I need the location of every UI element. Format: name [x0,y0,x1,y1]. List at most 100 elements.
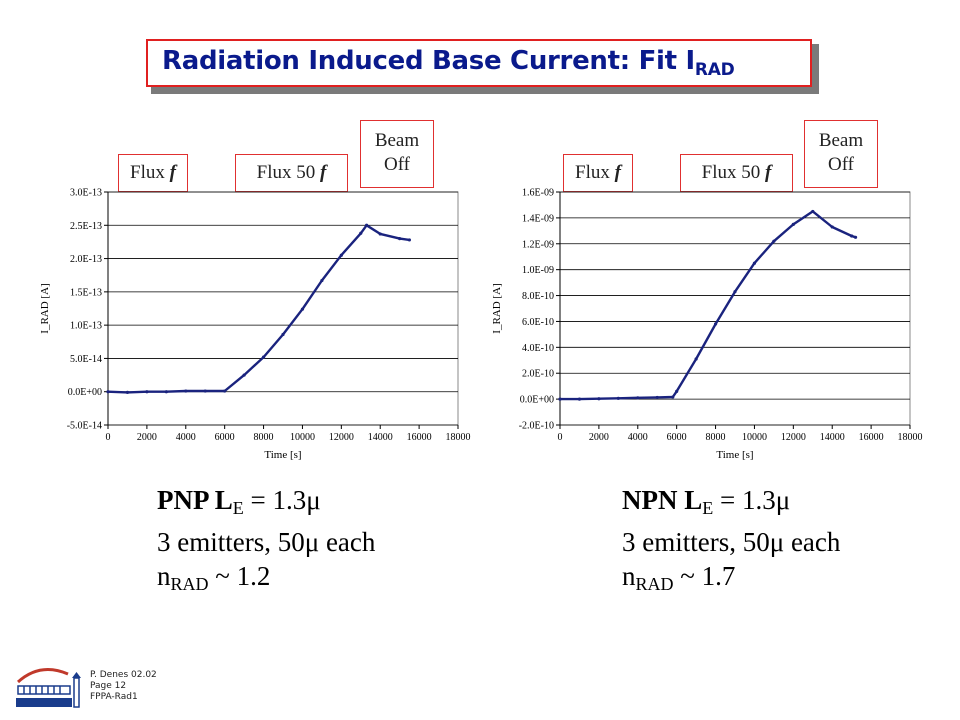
x-tick-label: 16000 [407,432,432,443]
beam-off-flag-left: Beam Off [360,120,434,188]
y-tick-label: 2.5E-13 [70,221,102,232]
y-tick-label: 8.0E-10 [522,291,554,302]
pnp-caption-line3: nRAD ~ 1.2 [157,561,271,594]
pnp-caption: PNP LE = 1.3μ 3 emitters, 50μ each nRAD … [157,483,375,601]
beam-off-flag-right: Beam Off [804,120,878,188]
x-tick-label: 4000 [176,432,196,443]
data-point [616,396,620,400]
data-point [378,232,382,236]
data-point [675,389,679,393]
data-point [300,307,305,311]
footer-doc: FPPA-Rad1 [90,692,138,702]
data-point [242,373,246,377]
data-point [853,235,858,239]
plot-area [107,191,459,426]
footer: P. Denes 02.02 Page 12 FPPA-Rad1 [90,670,157,703]
npn-caption-line1: NPN LE = 1.3μ [622,485,791,518]
data-point [145,390,149,394]
footer-author: P. Denes 02.02 [90,670,157,680]
y-tick-label: 2.0E-10 [522,369,554,380]
data-point [577,397,582,401]
x-tick-label: 0 [558,432,563,443]
data-point [694,357,698,361]
y-tick-label: 0.0E+00 [520,395,554,406]
x-tick-label: 12000 [781,432,806,443]
x-tick-label: 6000 [667,432,687,443]
data-point [558,397,562,401]
data-point [655,395,659,400]
x-tick-label: 8000 [706,432,726,443]
data-point [339,253,343,257]
y-tick-label: 1.5E-13 [70,287,102,298]
series-line [560,210,856,401]
data-point [850,234,854,238]
x-tick-label: 2000 [137,432,157,443]
data-point [398,237,402,241]
data-point [281,332,285,337]
x-tick-label: 8000 [254,432,274,443]
pnp-chart: -5.0E-14 0.0E+00 5.0E-14 1.0E-13 1.5E-13 2.0E… [30,180,480,470]
slide-title-text: Radiation Induced Base Current: Fit IRAD [162,46,735,80]
data-point [752,261,757,265]
slide-title: Radiation Induced Base Current: Fit IRAD [146,39,812,87]
series-line [107,224,410,394]
x-tick-label: 18000 [446,432,471,443]
y-axis-label: I_RAD [A] [39,283,51,333]
x-tick-label: 12000 [329,432,354,443]
npn-caption-line2: 3 emitters, 50μ each [622,527,841,557]
data-point [365,223,369,227]
y-tick-label: 1.0E-09 [522,265,554,276]
data-point [713,322,718,326]
x-axis-label: Time [s] [264,449,301,461]
data-point [223,389,227,393]
y-tick-label: 0.0E+00 [68,387,102,398]
data-point [772,239,776,243]
y-tick-label: -5.0E-14 [67,421,102,432]
footer-page: Page 12 [90,681,127,691]
y-axis-label: I_RAD [A] [491,283,503,333]
chart-svg: -5.0E-14 0.0E+00 5.0E-14 1.0E-13 1.5E-13 2.0E… [39,188,471,462]
x-tick-label: 18000 [898,432,923,443]
y-tick-label: 1.0E-13 [70,321,102,332]
x-tick-label: 6000 [215,432,235,443]
y-tick-label: 3.0E-13 [70,188,102,199]
data-point [261,355,266,359]
y-tick-label: -2.0E-10 [519,421,554,432]
data-point [811,209,815,214]
pnp-caption-line1: PNP LE = 1.3μ [157,485,321,518]
flux50-flag-left: Flux 50 f [235,154,348,192]
data-point [407,238,411,242]
data-point [597,397,601,401]
x-tick-label: 14000 [368,432,393,443]
x-tick-label: 4000 [628,432,648,443]
data-point [733,290,737,294]
data-point [830,225,834,229]
y-tick-label: 5.0E-14 [70,354,102,365]
y-tick-label: 1.2E-09 [522,239,554,250]
npn-caption: NPN LE = 1.3μ 3 emitters, 50μ each nRAD … [622,483,840,601]
x-tick-label: 16000 [859,432,884,443]
y-tick-label: 1.6E-09 [522,188,554,199]
y-tick-label: 2.0E-13 [70,254,102,265]
x-tick-label: 14000 [820,432,845,443]
data-point [636,396,640,400]
data-point [791,222,795,226]
pnp-caption-line2: 3 emitters, 50μ each [157,527,376,557]
npn-caption-line3: nRAD ~ 1.7 [622,561,736,594]
data-point [359,231,363,235]
data-point [671,395,675,399]
y-tick-label: 6.0E-10 [522,317,554,328]
data-point [203,389,207,393]
x-tick-label: 10000 [290,432,315,443]
data-point [125,390,130,394]
berkeley-lab-logo [10,660,90,715]
y-tick-label: 1.4E-09 [522,213,554,224]
flux-flag-left: Flux f [118,154,188,192]
chart-svg: -2.0E-10 0.0E+00 2.0E-10 4.0E-10 6.0E-10 8.0E… [491,188,923,462]
x-tick-label: 10000 [742,432,767,443]
data-point [320,278,324,283]
flux-flag-right: Flux f [563,154,633,192]
data-point [184,389,188,393]
flux50-flag-right: Flux 50 f [680,154,793,192]
data-point [164,390,168,394]
